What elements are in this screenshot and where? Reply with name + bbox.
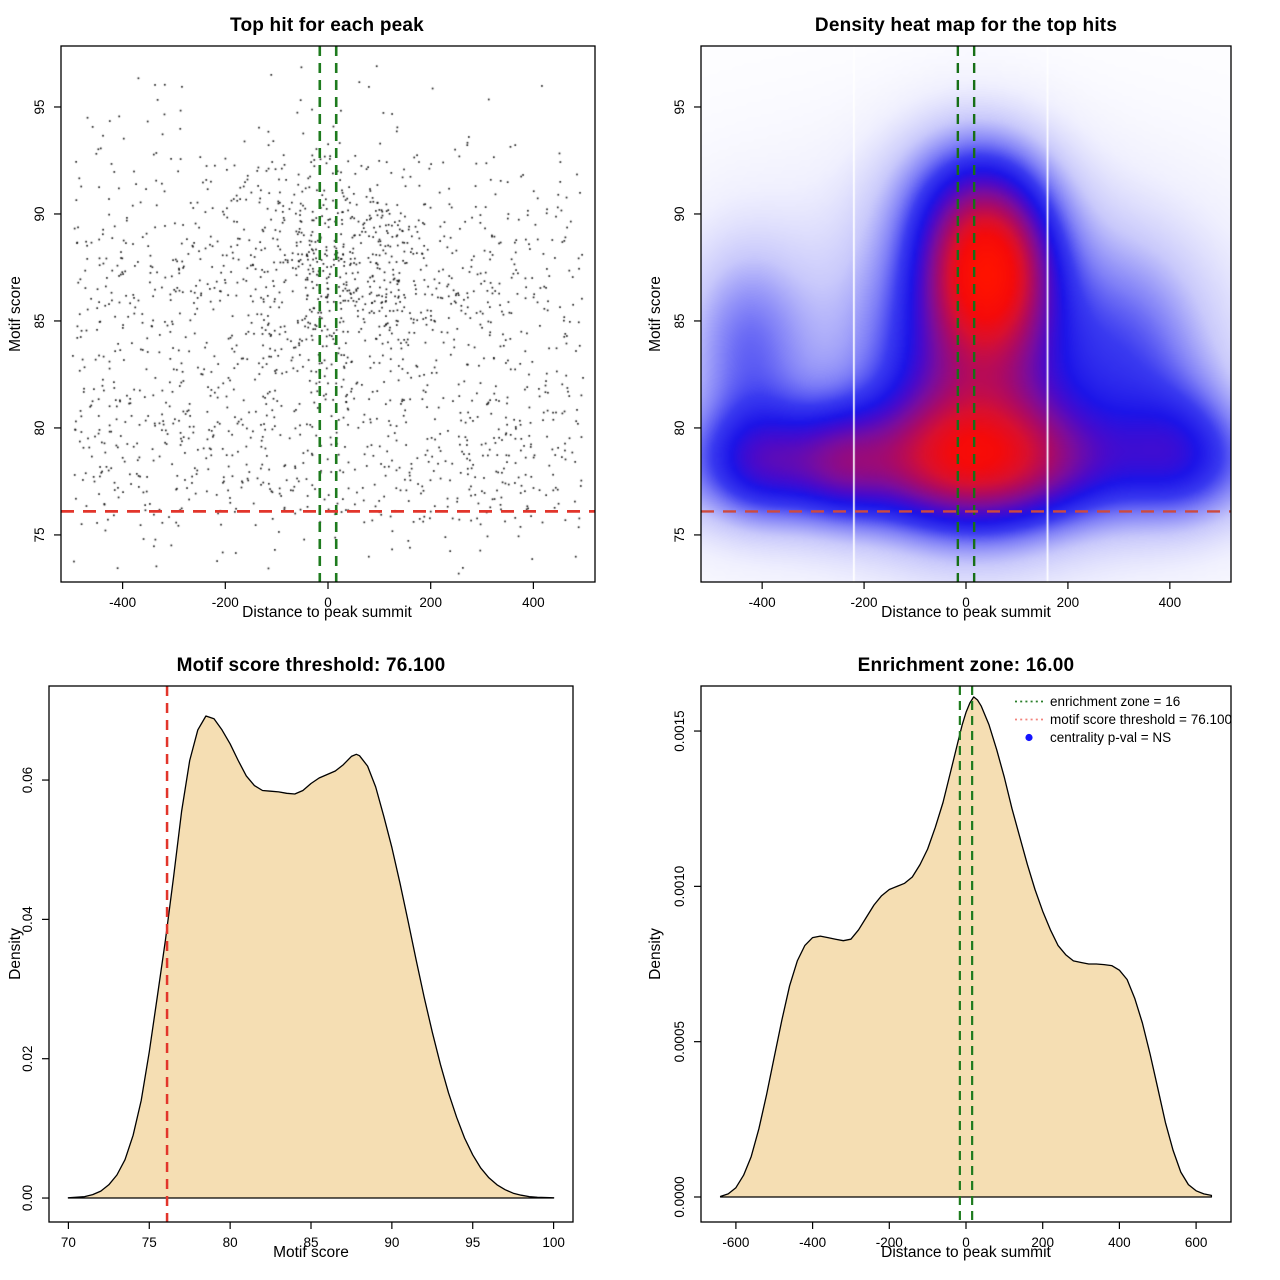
distance-density-ylabel: Density [647, 928, 664, 980]
legend-item-label: enrichment zone = 16 [1050, 694, 1180, 709]
x-tick-label: 0 [962, 595, 970, 610]
distance-density-title: Enrichment zone: 16.00 [857, 655, 1075, 676]
x-tick-label: 400 [1108, 1235, 1131, 1250]
y-tick-label: 95 [32, 99, 47, 114]
x-tick-label: 600 [1185, 1235, 1208, 1250]
y-tick-label: 75 [672, 527, 687, 542]
y-tick-label: 80 [32, 420, 47, 435]
x-tick-label: 400 [522, 595, 545, 610]
x-tick-label: -400 [749, 595, 776, 610]
heatmap-xlabel: Distance to peak summit [881, 604, 1051, 621]
x-tick-label: 400 [1159, 595, 1182, 610]
legend-swatch-dot [1025, 733, 1033, 742]
axes: -400 -200 0 200 400 75 80 85 90 95 [672, 99, 1181, 610]
y-tick-label: 85 [32, 313, 47, 328]
y-tick-label: 0.0015 [672, 710, 687, 751]
plot-border [700, 45, 1232, 583]
heatmap-title: Density heat map for the top hits [814, 15, 1118, 36]
panel-density-heatmap: -400 -200 0 200 400 75 80 85 90 95 Density heat m… [640, 0, 1280, 640]
y-tick-label: 90 [672, 206, 687, 221]
y-tick-label: 0.00 [20, 1185, 35, 1211]
x-tick-label: 200 [1057, 595, 1080, 610]
x-tick-label: 95 [465, 1235, 480, 1250]
y-tick-label: 0.0005 [672, 1021, 687, 1062]
heatmap-canvas [640, 0, 1280, 640]
y-tick-label: 90 [32, 206, 47, 221]
x-tick-label: -200 [851, 595, 878, 610]
axes: -400 -200 0 200 400 75 80 85 90 95 [32, 99, 545, 610]
x-tick-label: -600 [722, 1235, 749, 1250]
x-tick-label: -200 [212, 595, 239, 610]
axes: -600 -400 -200 0 200 400 600 0.0000 0.0005 0.0010… [672, 710, 1207, 1250]
heatmap-ylabel: Motif score [647, 276, 664, 352]
y-tick-label: 0.0000 [672, 1176, 687, 1217]
panel-motif-score-density: 70 75 80 85 90 95 100 0.00 0.02 0.04 0.06 Motif sc… [0, 640, 640, 1280]
x-tick-label: 75 [142, 1235, 157, 1250]
x-tick-label: 200 [1031, 1235, 1054, 1250]
score-density-xlabel: Motif score [273, 1244, 349, 1261]
y-tick-label: 80 [672, 420, 687, 435]
y-tick-label: 95 [672, 99, 687, 114]
x-tick-label: 0 [962, 1235, 970, 1250]
plot-border [60, 45, 596, 583]
scatter-ylabel: Motif score [7, 276, 24, 352]
x-tick-label: -400 [799, 1235, 826, 1250]
y-tick-label: 0.06 [20, 767, 35, 793]
distance-density-plot-svg: -600 -400 -200 0 200 400 600 0.0000 0.0005 0.0010… [672, 685, 1232, 1250]
legend-item-label: centrality p-val = NS [1050, 730, 1171, 745]
y-tick-label: 0.0010 [672, 866, 687, 907]
score-density-title: Motif score threshold: 76.100 [176, 655, 446, 676]
density-curve [67, 715, 555, 1199]
x-tick-label: 70 [61, 1235, 76, 1250]
panel-distance-density: -600 -400 -200 0 200 400 600 0.0000 0.0005 0.0010… [640, 640, 1280, 1280]
legend-item-label: motif score threshold = 76.100 [1050, 712, 1232, 727]
scatter-xlabel: Distance to peak summit [242, 604, 412, 621]
y-tick-label: 85 [672, 313, 687, 328]
x-tick-label: -200 [876, 1235, 903, 1250]
x-tick-label: 80 [223, 1235, 238, 1250]
legend: enrichment zone = 16 motif score threshol… [1015, 694, 1232, 745]
y-tick-label: 75 [32, 527, 47, 542]
scatter-title: Top hit for each peak [230, 15, 424, 36]
x-tick-label: 100 [542, 1235, 565, 1250]
scatter-plot-svg: -400 -200 0 200 400 75 80 85 90 95 [32, 45, 596, 610]
x-tick-label: 90 [384, 1235, 399, 1250]
density-curve [719, 696, 1213, 1198]
y-tick-label: 0.02 [20, 1046, 35, 1072]
x-tick-label: -400 [109, 595, 136, 610]
panel-top-hit-scatter: -400 -200 0 200 400 75 80 85 90 95 Top hit for ea… [0, 0, 640, 640]
axes: 70 75 80 85 90 95 100 0.00 0.02 0.04 0.06 [20, 767, 565, 1250]
heatmap-plot-svg: -400 -200 0 200 400 75 80 85 90 95 [672, 45, 1232, 610]
x-tick-label: 200 [419, 595, 442, 610]
y-tick-label: 0.04 [20, 906, 35, 933]
score-density-ylabel: Density [7, 928, 24, 980]
distance-density-xlabel: Distance to peak summit [881, 1244, 1051, 1261]
score-density-plot-svg: 70 75 80 85 90 95 100 0.00 0.02 0.04 0.06 [20, 685, 574, 1250]
x-tick-label: 85 [303, 1235, 318, 1250]
x-tick-label: 0 [324, 595, 332, 610]
